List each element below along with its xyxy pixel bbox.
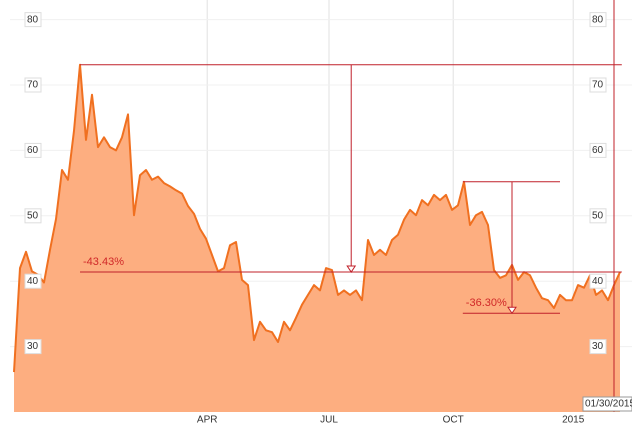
tick-box (24, 339, 42, 355)
tick-box (24, 77, 42, 93)
y-tick-label: 60 (592, 145, 604, 156)
tick-box (24, 12, 42, 28)
y-tick-label: 80 (27, 14, 39, 25)
x-tick-label: OCT (443, 415, 464, 426)
tick-box (589, 12, 607, 28)
x-tick-label: 2015 (562, 415, 585, 426)
tick-box (589, 273, 607, 289)
line (13, 63, 621, 373)
tick-box (24, 208, 42, 224)
y-tick-label: 40 (27, 276, 39, 287)
y-tick-label: 80 (592, 14, 604, 25)
x-tick-label: APR (197, 415, 218, 426)
tick-box (589, 142, 607, 158)
x-tick-label: JUL (320, 415, 338, 426)
tick-box (24, 142, 42, 158)
y-tick-label: 30 (27, 341, 39, 352)
y-tick-label: 50 (27, 210, 39, 221)
y-tick-label: 70 (592, 80, 604, 91)
tick-box (589, 208, 607, 224)
tick-box (589, 339, 607, 355)
y-tick-label: 70 (27, 80, 39, 91)
y-tick-label: 50 (592, 210, 604, 221)
cursor-box (582, 396, 632, 412)
cursor-label: 01/30/2015 (585, 399, 632, 410)
arrowhead (507, 306, 517, 315)
tick-box (24, 273, 42, 289)
area (14, 64, 621, 412)
y-tick-label: 60 (27, 145, 39, 156)
tick-box (589, 77, 607, 93)
y-tick-label: 40 (592, 276, 604, 287)
arrowhead (346, 265, 357, 273)
drawdown-label: -36.30% (466, 297, 507, 309)
y-tick-label: 30 (592, 341, 604, 352)
drawdown-label: -43.43% (83, 256, 124, 268)
